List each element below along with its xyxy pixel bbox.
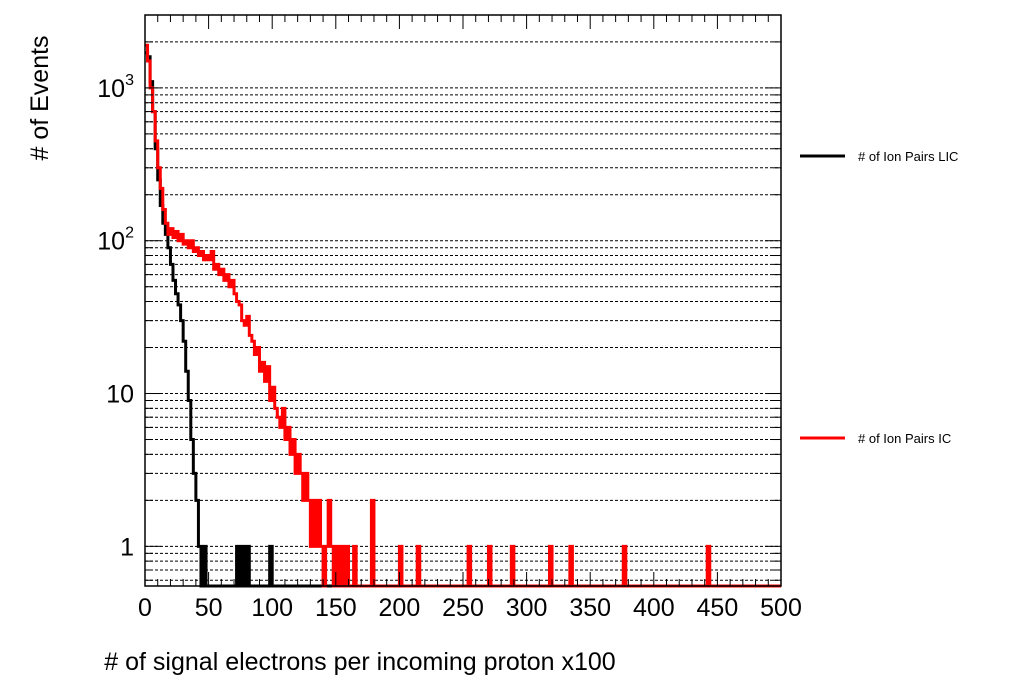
x-tick-label: 350 [569, 594, 611, 622]
x-tick-label: 400 [633, 594, 675, 622]
y-tick-label: 10 [106, 381, 134, 409]
axis-ticks [144, 14, 782, 586]
x-tick-label: 0 [138, 594, 152, 622]
x-tick-label: 150 [315, 594, 357, 622]
y-tick-label: 1 [120, 533, 134, 561]
x-axis-title: # of signal electrons per incoming proto… [104, 648, 615, 676]
legend-label: # of Ion Pairs IC [858, 431, 951, 446]
x-tick-label: 250 [442, 594, 484, 622]
series-line [145, 43, 781, 588]
x-tick-label: 300 [506, 594, 548, 622]
x-tick-label: 200 [379, 594, 421, 622]
gridlines [145, 14, 781, 581]
x-tick-label: 50 [195, 594, 223, 622]
x-tick-labels: 0 50 100 150 200 250 300 350 400 450 500 [138, 594, 802, 622]
y-axis-title: # of Events [26, 35, 54, 160]
x-tick-label: 500 [760, 594, 802, 622]
y-tick-label: 103 [97, 72, 134, 103]
x-tick-label: 450 [697, 594, 739, 622]
series-lines [145, 43, 781, 588]
legend-label: # of Ion Pairs LIC [858, 149, 958, 164]
x-tick-label: 100 [251, 594, 293, 622]
legend: # of Ion Pairs LIC # of Ion Pairs IC [800, 149, 958, 446]
y-tick-label: 102 [97, 225, 134, 256]
y-tick-labels: 1 10 102 103 [97, 72, 134, 561]
